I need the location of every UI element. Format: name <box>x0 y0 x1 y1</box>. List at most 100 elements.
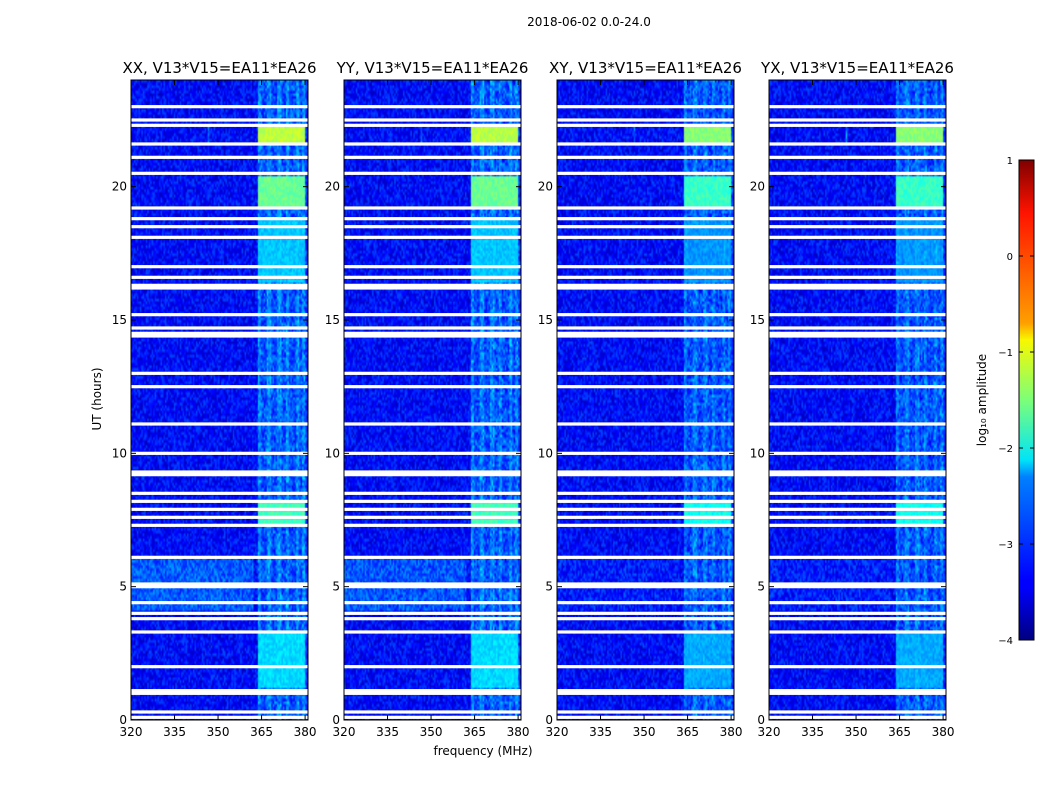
flagged-row <box>131 473 308 477</box>
y-tick-label: 5 <box>119 580 127 594</box>
panels-group: XX, V13*V15=EA11*EA26 320 335 350 365 380 0 5 10… <box>112 59 955 739</box>
flagged-row <box>557 275 734 279</box>
flagged-row <box>131 691 308 695</box>
flagged-row <box>557 123 734 127</box>
flagged-row <box>131 555 308 559</box>
flagged-row <box>131 585 308 589</box>
flagged-row <box>557 217 734 221</box>
flagged-row <box>131 225 308 229</box>
flagged-row <box>131 265 308 269</box>
flagged-row <box>769 275 946 279</box>
y-tick-label: 10 <box>325 446 340 460</box>
flagged-row <box>344 715 521 719</box>
x-axis-label: frequency (MHz) <box>433 744 532 758</box>
panel-frame <box>768 79 947 721</box>
flagged-row <box>557 105 734 109</box>
x-tick-label: 365 <box>888 725 911 739</box>
flagged-row <box>131 283 308 287</box>
flagged-row <box>769 206 946 210</box>
flagged-row <box>769 334 946 338</box>
flagged-row <box>557 334 734 338</box>
flagged-row <box>769 313 946 317</box>
flagged-row <box>344 473 521 477</box>
panel-frame <box>130 79 309 721</box>
flagged-row <box>131 601 308 605</box>
flagged-row <box>557 155 734 159</box>
flagged-row <box>557 507 734 511</box>
x-tick-label: 380 <box>932 725 955 739</box>
x-tick-label: 320 <box>758 725 781 739</box>
flagged-row <box>557 630 734 634</box>
flagged-row <box>344 171 521 175</box>
flagged-row <box>131 499 308 503</box>
panel-4: YX, V13*V15=EA11*EA26 320 335 350 365 380 0 5 10… <box>750 59 955 739</box>
flagged-row <box>557 451 734 455</box>
flagged-row <box>344 691 521 695</box>
flagged-row <box>131 582 308 586</box>
flagged-row <box>344 105 521 109</box>
flagged-row <box>344 142 521 146</box>
flagged-row <box>557 585 734 589</box>
flagged-row <box>131 491 308 495</box>
flagged-row <box>769 283 946 287</box>
flagged-row <box>131 523 308 527</box>
panel-1: XX, V13*V15=EA11*EA26 320 335 350 365 380 0 5 10… <box>112 59 317 739</box>
colorbar-tick-label: −3 <box>998 540 1013 551</box>
flagged-row <box>557 265 734 269</box>
flagged-row <box>769 235 946 239</box>
flagged-row <box>344 371 521 375</box>
flagged-row <box>557 385 734 389</box>
flagged-row <box>131 665 308 669</box>
figure-title: 2018-06-02 0.0-24.0 <box>527 15 651 29</box>
flagged-row <box>557 313 734 317</box>
x-tick-label: 380 <box>507 725 530 739</box>
x-tick-label: 350 <box>845 725 868 739</box>
flagged-row <box>131 123 308 127</box>
flagged-row <box>557 691 734 695</box>
flagged-row <box>769 515 946 519</box>
panel-title: XX, V13*V15=EA11*EA26 <box>122 59 316 77</box>
flagged-row <box>769 507 946 511</box>
flagged-row <box>131 507 308 511</box>
flagged-row <box>557 206 734 210</box>
x-tick-label: 320 <box>120 725 143 739</box>
panel-3: XY, V13*V15=EA11*EA26 320 335 350 365 380 0 5 10… <box>538 59 743 739</box>
x-tick-label: 335 <box>801 725 824 739</box>
flagged-row <box>131 422 308 426</box>
y-tick-label: 5 <box>545 580 553 594</box>
flagged-row <box>131 217 308 221</box>
y-tick-label: 10 <box>538 446 553 460</box>
flagged-row <box>131 334 308 338</box>
flagged-row <box>344 422 521 426</box>
flagged-row <box>131 105 308 109</box>
flagged-row <box>769 451 946 455</box>
flagged-row <box>131 617 308 621</box>
flagged-row <box>557 582 734 586</box>
flagged-row <box>131 385 308 389</box>
flagged-row <box>344 710 521 714</box>
x-tick-label: 335 <box>589 725 612 739</box>
flagged-row <box>557 715 734 719</box>
flagged-row <box>344 555 521 559</box>
flagged-row <box>131 118 308 122</box>
flagged-row <box>557 473 734 477</box>
flagged-row <box>769 123 946 127</box>
flagged-row <box>131 326 308 330</box>
flagged-row <box>344 491 521 495</box>
flagged-row <box>557 422 734 426</box>
flagged-row <box>344 235 521 239</box>
flagged-row <box>769 217 946 221</box>
flagged-row <box>769 665 946 669</box>
flagged-row <box>131 630 308 634</box>
y-tick-label: 5 <box>757 580 765 594</box>
flagged-row <box>131 611 308 615</box>
panel-title: YY, V13*V15=EA11*EA26 <box>336 59 529 77</box>
colorbar-tick-label: −1 <box>998 348 1013 359</box>
flagged-row <box>557 118 734 122</box>
flagged-row <box>344 326 521 330</box>
panel-title: XY, V13*V15=EA11*EA26 <box>549 59 742 77</box>
flagged-row <box>344 582 521 586</box>
panel-2-raster <box>344 80 521 720</box>
flagged-row <box>344 601 521 605</box>
panel-2: YY, V13*V15=EA11*EA26 320 335 350 365 380 0 5 10… <box>325 59 530 739</box>
